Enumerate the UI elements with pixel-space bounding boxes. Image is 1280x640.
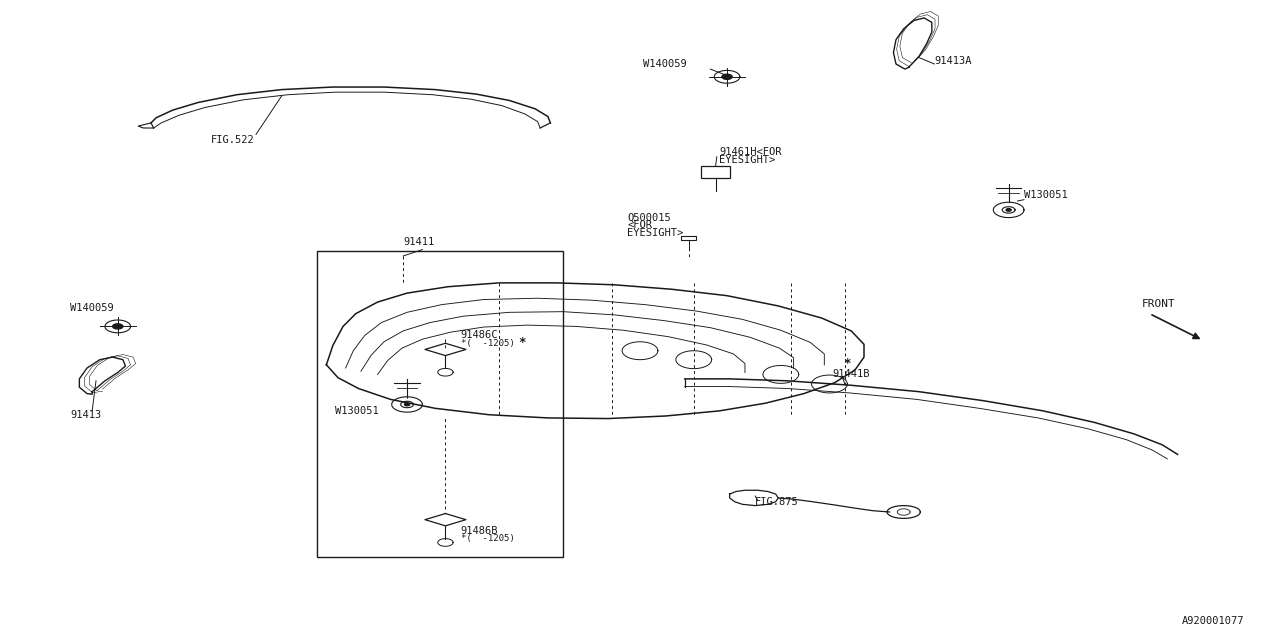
Text: *: *: [518, 336, 526, 349]
Text: <FOR: <FOR: [627, 220, 653, 230]
Polygon shape: [1006, 209, 1011, 211]
Text: 91413A: 91413A: [934, 56, 972, 66]
Text: 91486C: 91486C: [461, 330, 498, 340]
Text: 91441B: 91441B: [832, 369, 869, 380]
Bar: [317, 251, 563, 557]
Polygon shape: [722, 74, 732, 79]
Text: A920001077: A920001077: [1181, 616, 1244, 626]
Text: 91411: 91411: [403, 237, 434, 247]
Text: 91413: 91413: [70, 410, 101, 420]
Text: FIG.875: FIG.875: [755, 497, 799, 508]
Text: *: *: [844, 357, 851, 370]
Bar: [681, 236, 696, 241]
Text: W130051: W130051: [335, 406, 379, 416]
Text: W140059: W140059: [70, 303, 114, 314]
Text: *(  -1205): *( -1205): [461, 534, 515, 543]
Text: W140059: W140059: [643, 59, 686, 69]
Text: 91461H<FOR: 91461H<FOR: [719, 147, 782, 157]
Polygon shape: [113, 324, 123, 329]
Text: FRONT: FRONT: [1142, 299, 1175, 309]
Text: FIG.522: FIG.522: [211, 134, 255, 145]
Polygon shape: [404, 403, 410, 406]
Text: W130051: W130051: [1024, 190, 1068, 200]
Text: EYESIGHT>: EYESIGHT>: [627, 228, 684, 238]
Text: EYESIGHT>: EYESIGHT>: [719, 155, 776, 165]
Text: *(  -1205): *( -1205): [461, 339, 515, 348]
Text: Q500015: Q500015: [627, 212, 671, 223]
Bar: [701, 166, 730, 178]
Text: 91486B: 91486B: [461, 526, 498, 536]
